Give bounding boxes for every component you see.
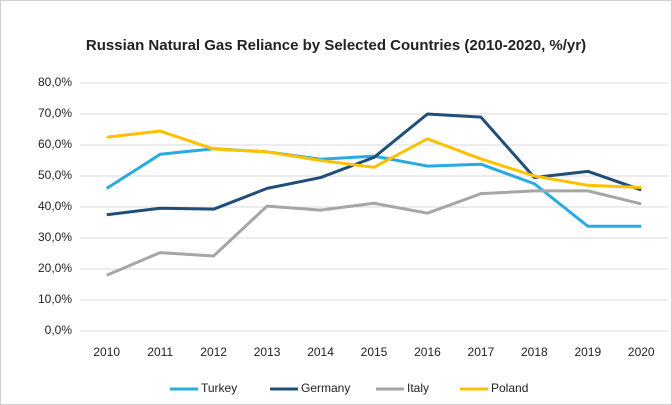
x-tick-label: 2015 <box>361 345 388 359</box>
y-tick-label: 60,0% <box>38 137 72 151</box>
x-tick-label: 2020 <box>628 345 655 359</box>
y-tick-label: 40,0% <box>38 199 72 213</box>
x-tick-label: 2016 <box>414 345 441 359</box>
series-line <box>106 129 642 189</box>
x-tick-label: 2013 <box>254 345 281 359</box>
y-tick-label: 50,0% <box>38 168 72 182</box>
legend-label: Italy <box>407 381 429 395</box>
y-tick-label: 80,0% <box>38 75 72 89</box>
series-line <box>106 189 642 277</box>
y-tick-label: 10,0% <box>38 292 72 306</box>
x-tick-label: 2012 <box>200 345 227 359</box>
x-tick-label: 2010 <box>93 345 120 359</box>
y-tick-label: 30,0% <box>38 230 72 244</box>
x-tick-label: 2014 <box>307 345 334 359</box>
series-line <box>106 112 642 217</box>
x-tick-label: 2017 <box>468 345 495 359</box>
y-tick-label: 70,0% <box>38 106 72 120</box>
y-tick-label: 20,0% <box>38 261 72 275</box>
legend-label: Germany <box>301 381 350 395</box>
x-tick-label: 2019 <box>574 345 601 359</box>
x-tick-label: 2018 <box>521 345 548 359</box>
chart-title: Russian Natural Gas Reliance by Selected… <box>86 37 586 54</box>
x-tick-label: 2011 <box>147 345 173 359</box>
y-tick-label: 0,0% <box>45 323 73 337</box>
legend-label: Poland <box>491 381 528 395</box>
legend-label: Turkey <box>201 381 237 395</box>
